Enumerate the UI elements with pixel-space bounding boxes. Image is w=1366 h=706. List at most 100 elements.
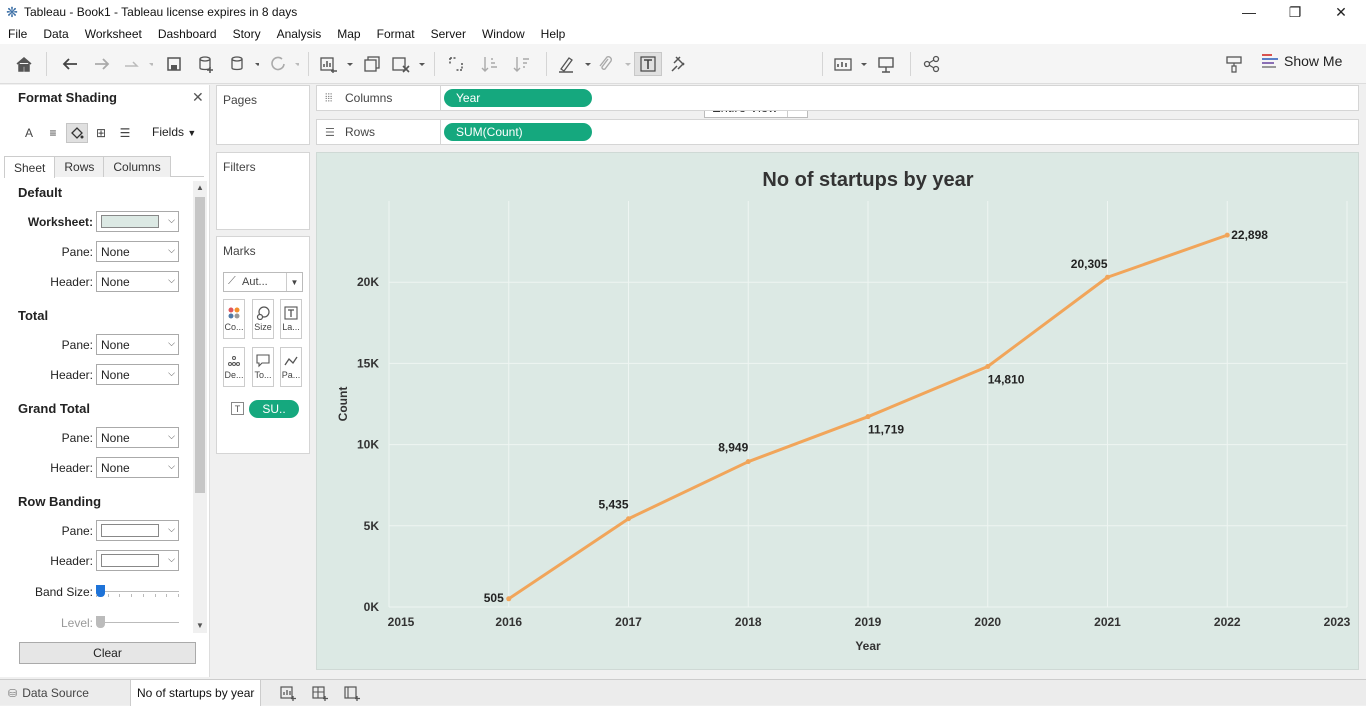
scroll-down-icon[interactable]: ▼ bbox=[196, 621, 204, 630]
new-worksheet-tab-icon[interactable] bbox=[280, 680, 296, 706]
shading-icon[interactable] bbox=[66, 123, 88, 143]
menu-server[interactable]: Server bbox=[430, 27, 466, 41]
new-data-source-icon[interactable] bbox=[194, 52, 218, 76]
format-pane-scrollbar[interactable]: ▲ ▼ bbox=[193, 181, 207, 633]
menu-data[interactable]: Data bbox=[43, 27, 69, 41]
band-size-slider-handle[interactable] bbox=[96, 585, 105, 597]
x-tick-label: 2015 bbox=[388, 615, 415, 629]
menu-dashboard[interactable]: Dashboard bbox=[157, 27, 217, 41]
share-icon[interactable] bbox=[920, 52, 944, 76]
chevron-down-icon: ⌵ bbox=[168, 554, 175, 564]
refresh-icon[interactable] bbox=[266, 52, 302, 76]
show-cards-icon[interactable] bbox=[832, 52, 868, 76]
chart-title: No of startups by year bbox=[762, 169, 973, 191]
clear-sheet-icon[interactable] bbox=[390, 52, 426, 76]
restore-icon[interactable]: ❐ bbox=[1288, 3, 1302, 20]
color-button[interactable]: Co... bbox=[223, 299, 245, 339]
row-banding-header-select[interactable]: ⌵ bbox=[96, 550, 179, 571]
label-button[interactable]: La... bbox=[280, 299, 302, 339]
swap-rows-columns-icon[interactable] bbox=[444, 52, 468, 76]
y-tick-label: 0K bbox=[364, 600, 380, 614]
menu-window[interactable]: Window bbox=[481, 27, 525, 41]
sort-ascending-icon[interactable] bbox=[478, 52, 502, 76]
group-members-icon[interactable] bbox=[596, 52, 632, 76]
tab-sheet[interactable]: Sheet bbox=[4, 156, 56, 178]
close-icon[interactable]: ✕ bbox=[192, 89, 204, 105]
tab-columns[interactable]: Columns bbox=[103, 156, 171, 177]
menu-worksheet[interactable]: Worksheet bbox=[84, 27, 142, 41]
database-icon: ⛁ bbox=[8, 687, 18, 700]
menu-file[interactable]: File bbox=[8, 27, 28, 41]
menu-help[interactable]: Help bbox=[540, 27, 566, 41]
pages-card[interactable]: Pages bbox=[216, 85, 310, 145]
clear-button[interactable]: Clear bbox=[19, 642, 196, 664]
show-me-button[interactable]: Show Me bbox=[1262, 53, 1342, 69]
sum-count-pill[interactable]: SUM(Count) bbox=[444, 123, 592, 141]
total-header-select[interactable]: None ⌵ bbox=[96, 364, 179, 385]
format-painter-icon[interactable] bbox=[1222, 52, 1246, 76]
highlight-icon[interactable] bbox=[556, 52, 592, 76]
data-point bbox=[626, 516, 631, 522]
new-story-tab-icon[interactable] bbox=[344, 680, 360, 706]
row-banding-pane-select[interactable]: ⌵ bbox=[96, 520, 179, 541]
section-default-heading: Default bbox=[18, 185, 63, 200]
default-pane-select[interactable]: None ⌵ bbox=[96, 241, 179, 262]
menu-analysis[interactable]: Analysis bbox=[276, 27, 322, 41]
new-worksheet-icon[interactable] bbox=[318, 52, 354, 76]
show-mark-labels-icon[interactable] bbox=[634, 52, 662, 76]
tab-rows[interactable]: Rows bbox=[54, 156, 105, 177]
worksheet-shading-select[interactable]: ⌵ bbox=[96, 211, 179, 232]
grand-total-pane-select[interactable]: None ⌵ bbox=[96, 427, 179, 448]
scroll-up-icon[interactable]: ▲ bbox=[196, 183, 204, 192]
chevron-down-icon: ⌵ bbox=[168, 461, 175, 471]
chevron-down-icon: ⌵ bbox=[168, 275, 175, 285]
grand-total-header-select[interactable]: None ⌵ bbox=[96, 457, 179, 478]
chevron-down-icon: ▼ bbox=[286, 273, 302, 291]
band-size-slider[interactable] bbox=[96, 585, 179, 599]
font-icon[interactable]: A bbox=[24, 126, 33, 140]
rows-shelf[interactable]: ☰ Rows SUM(Count) bbox=[316, 119, 1359, 145]
save-icon[interactable] bbox=[162, 52, 186, 76]
tooltip-button[interactable]: To... bbox=[252, 347, 274, 387]
redo-icon[interactable] bbox=[90, 52, 114, 76]
columns-shelf[interactable]: ⦙⦙⦙ Columns Year bbox=[316, 85, 1359, 111]
path-button[interactable]: Pa... bbox=[280, 347, 302, 387]
data-label: 8,949 bbox=[718, 441, 748, 455]
replay-icon[interactable] bbox=[120, 52, 156, 76]
mark-type-dropdown[interactable]: ⟋ Aut... ▼ bbox=[223, 272, 303, 292]
borders-icon[interactable]: ⊞ bbox=[95, 126, 107, 140]
year-pill[interactable]: Year bbox=[444, 89, 592, 107]
label-field-pill[interactable]: SU.. bbox=[249, 400, 299, 418]
menu-story[interactable]: Story bbox=[232, 27, 261, 41]
total-pane-select[interactable]: None ⌵ bbox=[96, 334, 179, 355]
active-sheet-label: No of startups by year bbox=[137, 686, 255, 700]
sort-descending-icon[interactable] bbox=[510, 52, 534, 76]
level-slider[interactable] bbox=[96, 616, 179, 630]
fix-axes-icon[interactable] bbox=[666, 52, 690, 76]
level-slider-handle[interactable] bbox=[96, 616, 105, 628]
filters-card[interactable]: Filters bbox=[216, 152, 310, 230]
pause-updates-icon[interactable] bbox=[226, 52, 262, 76]
menu-map[interactable]: Map bbox=[337, 27, 361, 41]
lines-icon[interactable]: ☰ bbox=[119, 126, 131, 140]
presentation-mode-icon[interactable] bbox=[874, 52, 898, 76]
close-window-icon[interactable]: ✕ bbox=[1335, 3, 1347, 20]
fields-dropdown[interactable]: Fields ▼ bbox=[152, 125, 196, 139]
duplicate-sheet-icon[interactable] bbox=[360, 52, 384, 76]
minimize-icon[interactable]: — bbox=[1242, 4, 1256, 20]
detail-button[interactable]: De... bbox=[223, 347, 245, 387]
home-icon[interactable] bbox=[12, 52, 36, 76]
undo-icon[interactable] bbox=[58, 52, 82, 76]
menu-format[interactable]: Format bbox=[376, 27, 415, 41]
size-button[interactable]: Size bbox=[252, 299, 274, 339]
data-source-tab[interactable]: ⛁ Data Source bbox=[8, 680, 89, 706]
default-header-select[interactable]: None ⌵ bbox=[96, 271, 179, 292]
sheet-tab-active[interactable]: No of startups by year bbox=[130, 680, 262, 706]
scrollbar-thumb[interactable] bbox=[195, 197, 205, 493]
chevron-down-icon: ⌵ bbox=[168, 431, 175, 441]
pages-label: Pages bbox=[223, 93, 258, 107]
alignment-icon[interactable]: ≡ bbox=[49, 126, 57, 140]
default-pane-label: Pane: bbox=[61, 245, 93, 259]
new-dashboard-tab-icon[interactable] bbox=[312, 680, 328, 706]
x-tick-label: 2016 bbox=[495, 615, 522, 629]
